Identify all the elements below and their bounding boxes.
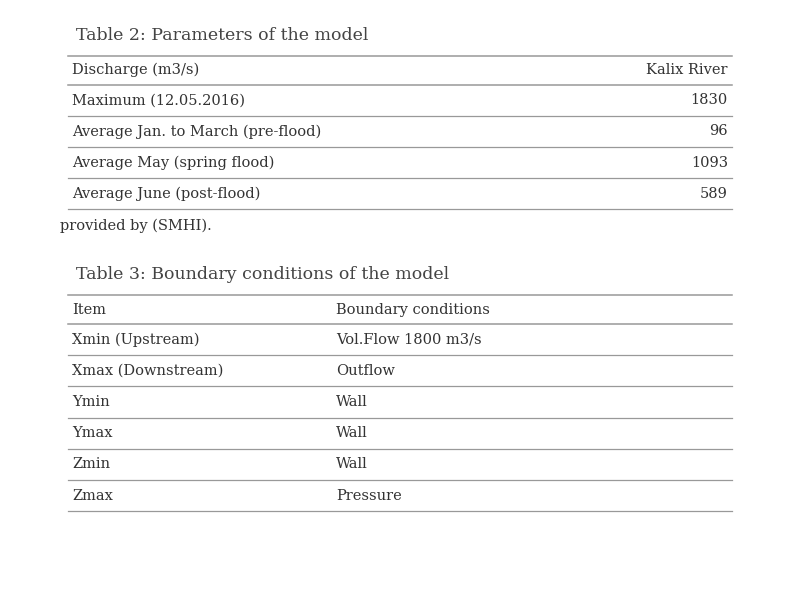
Text: Xmax (Downstream): Xmax (Downstream) [72, 364, 223, 378]
Text: Vol.Flow 1800 m3/s: Vol.Flow 1800 m3/s [336, 332, 482, 347]
Text: Ymax: Ymax [72, 426, 113, 440]
Text: Average June (post-flood): Average June (post-flood) [72, 187, 260, 201]
Text: 1830: 1830 [690, 93, 728, 107]
Text: 589: 589 [700, 187, 728, 201]
Text: Item: Item [72, 302, 106, 317]
Text: 96: 96 [710, 124, 728, 139]
Text: Kalix River: Kalix River [646, 63, 728, 77]
Text: Table 2: Parameters of the model: Table 2: Parameters of the model [76, 27, 368, 44]
Text: Boundary conditions: Boundary conditions [336, 302, 490, 317]
Text: Wall: Wall [336, 426, 368, 440]
Text: Wall: Wall [336, 395, 368, 409]
Text: Zmin: Zmin [72, 457, 110, 472]
Text: Discharge (m3/s): Discharge (m3/s) [72, 63, 199, 77]
Text: Wall: Wall [336, 457, 368, 472]
Text: Outflow: Outflow [336, 364, 395, 378]
Text: 1093: 1093 [691, 155, 728, 170]
Text: Table 3: Boundary conditions of the model: Table 3: Boundary conditions of the mode… [76, 266, 449, 283]
Text: Pressure: Pressure [336, 488, 402, 503]
Text: Maximum (12.05.2016): Maximum (12.05.2016) [72, 93, 245, 107]
Text: Average Jan. to March (pre-flood): Average Jan. to March (pre-flood) [72, 124, 322, 139]
Text: Zmax: Zmax [72, 488, 113, 503]
Text: Ymin: Ymin [72, 395, 110, 409]
Text: Average May (spring flood): Average May (spring flood) [72, 155, 274, 170]
Text: provided by (SMHI).: provided by (SMHI). [60, 218, 212, 233]
Text: Xmin (Upstream): Xmin (Upstream) [72, 332, 199, 347]
